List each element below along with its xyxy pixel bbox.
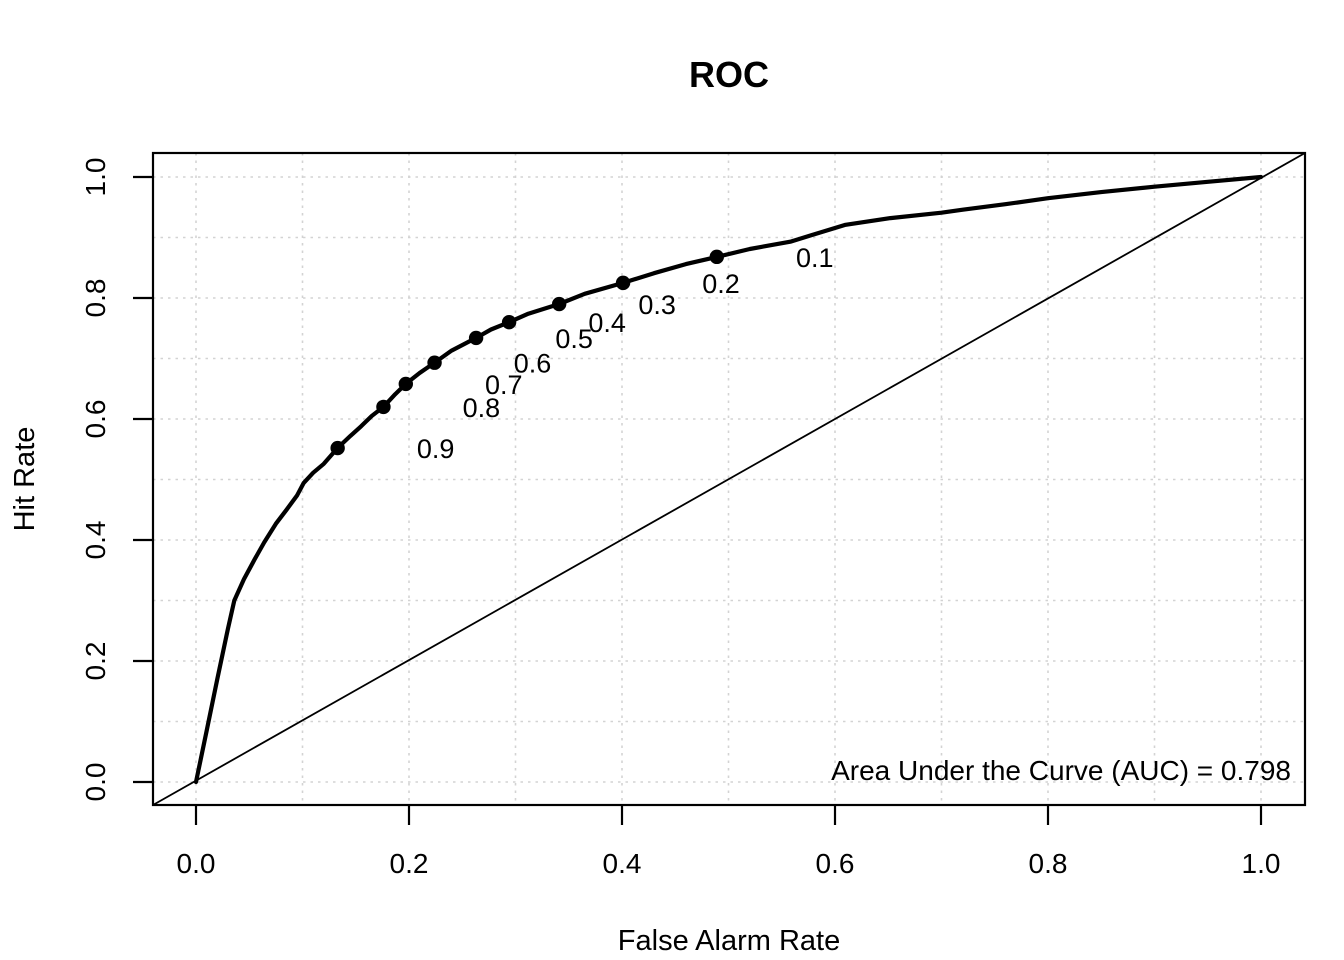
y-tick-label: 0.6 xyxy=(80,400,111,439)
threshold-dot xyxy=(551,296,567,312)
threshold-dot xyxy=(398,376,414,392)
threshold-dot xyxy=(709,249,724,265)
threshold-dot xyxy=(468,330,484,346)
threshold-dot xyxy=(376,399,391,415)
threshold-label: 0.3 xyxy=(638,290,676,320)
threshold-label: 0.7 xyxy=(485,370,523,400)
y-axis-title-text: Hit Rate xyxy=(9,426,41,532)
x-tick-label: 0.6 xyxy=(816,848,855,879)
roc-curve xyxy=(193,174,1264,785)
threshold-label: 0.9 xyxy=(417,434,455,464)
auc-annotation: Area Under the Curve (AUC) = 0.798 xyxy=(831,755,1291,786)
threshold-label: 0.6 xyxy=(514,349,552,379)
chance-diagonal-line xyxy=(152,152,1306,806)
threshold-label: 0.5 xyxy=(555,324,593,354)
threshold-label: 0.8 xyxy=(463,393,501,423)
threshold-dot xyxy=(615,275,631,291)
x-tick-label: 1.0 xyxy=(1242,848,1281,879)
y-tick-label: 0.4 xyxy=(80,521,111,560)
threshold-label: 0.1 xyxy=(796,243,834,273)
x-axis-title: False Alarm Rate xyxy=(617,925,841,957)
threshold-label: 0.2 xyxy=(702,269,740,299)
x-tick-label: 0.2 xyxy=(390,848,429,879)
y-tick-label: 1.0 xyxy=(80,158,111,197)
threshold-label: 0.4 xyxy=(588,308,626,338)
y-tick-label: 0.0 xyxy=(80,763,111,802)
y-tick-label: 0.2 xyxy=(80,642,111,681)
plot-border xyxy=(151,151,1307,807)
threshold-dot xyxy=(501,315,517,330)
threshold-dot xyxy=(427,355,442,370)
x-tick-label: 0.4 xyxy=(603,848,642,879)
x-tick-label: 0.8 xyxy=(1029,848,1068,879)
y-tick-label: 0.8 xyxy=(80,279,111,318)
x-tick-label: 0.0 xyxy=(177,848,216,879)
chart-title: ROC xyxy=(689,54,769,95)
threshold-dot xyxy=(330,440,345,456)
